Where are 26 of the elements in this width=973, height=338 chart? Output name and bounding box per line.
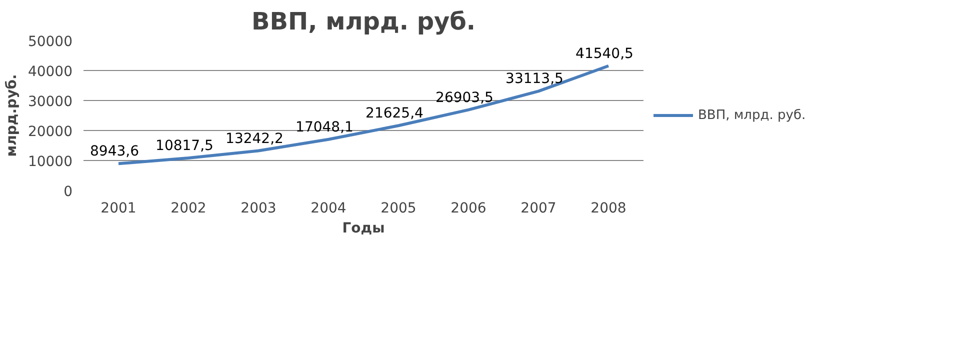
data-label: 17048,1 [296, 119, 354, 136]
y-tick-label: 50000 [28, 34, 73, 50]
data-label: 21625,4 [366, 106, 424, 122]
y-tick-label: 10000 [28, 154, 73, 170]
y-tick-label: 30000 [28, 94, 73, 110]
legend-label: ВВП, млрд. руб. [698, 108, 806, 122]
data-label: 33113,5 [506, 71, 564, 88]
y-tick-label: 20000 [28, 124, 73, 140]
x-axis-title: Годы [342, 220, 385, 236]
data-label: 10817,5 [156, 138, 214, 154]
data-label: 26903,5 [436, 90, 494, 106]
x-tick-label: 2001 [100, 200, 136, 216]
chart-title: ВВП, млрд. руб. [251, 8, 476, 36]
y-tick-label: 40000 [28, 64, 73, 80]
y-tick-label: 0 [64, 184, 73, 200]
x-tick-label: 2005 [380, 200, 416, 216]
data-label: 13242,2 [226, 130, 284, 147]
data-label: 8943,6 [90, 144, 140, 160]
x-tick-label: 2006 [450, 200, 486, 216]
y-axis-title: млрд.руб. [4, 74, 20, 157]
x-tick-label: 2003 [240, 200, 276, 216]
x-tick-label: 2004 [310, 200, 346, 216]
data-label: 41540,5 [576, 46, 634, 62]
x-tick-label: 2008 [590, 200, 626, 216]
x-tick-label: 2007 [520, 200, 556, 216]
x-tick-label: 2002 [170, 200, 206, 216]
